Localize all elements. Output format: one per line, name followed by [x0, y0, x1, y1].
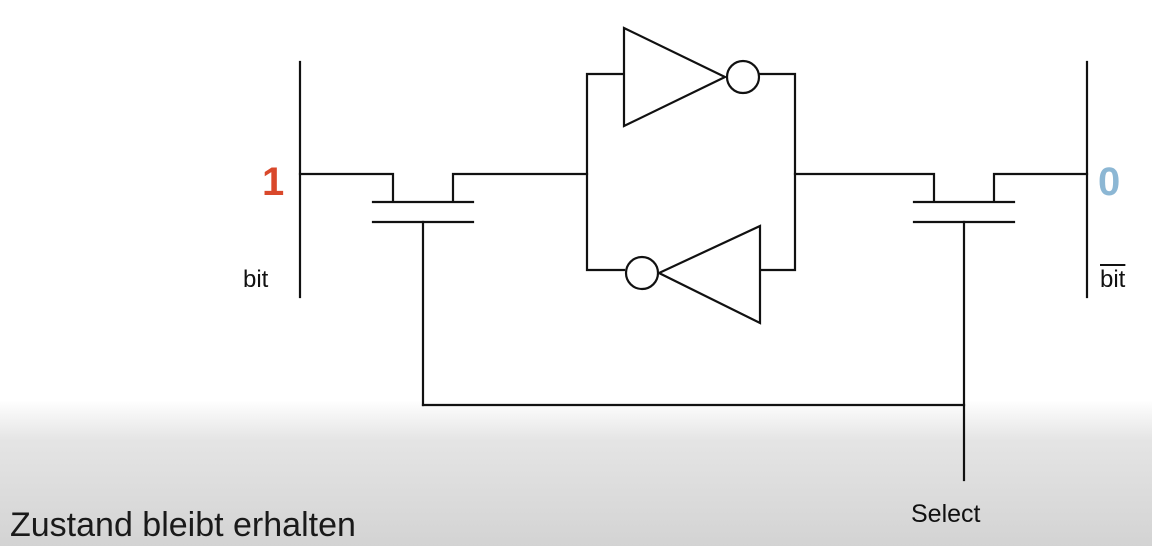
right-access-transistor — [793, 172, 1089, 482]
bit-label: bit — [243, 266, 269, 293]
bit-bar-label: bit — [1100, 266, 1126, 293]
right-bit-value: 0 — [1098, 160, 1121, 204]
right-rail — [758, 72, 797, 272]
top-inverter — [622, 26, 761, 128]
left-bit-value: 1 — [262, 160, 285, 204]
status-caption: Zustand bleibt erhalten — [10, 506, 356, 544]
bottom-inverter — [624, 224, 762, 325]
left-access-transistor — [298, 172, 589, 407]
left-rail — [585, 72, 626, 272]
select-label: Select — [911, 500, 981, 528]
